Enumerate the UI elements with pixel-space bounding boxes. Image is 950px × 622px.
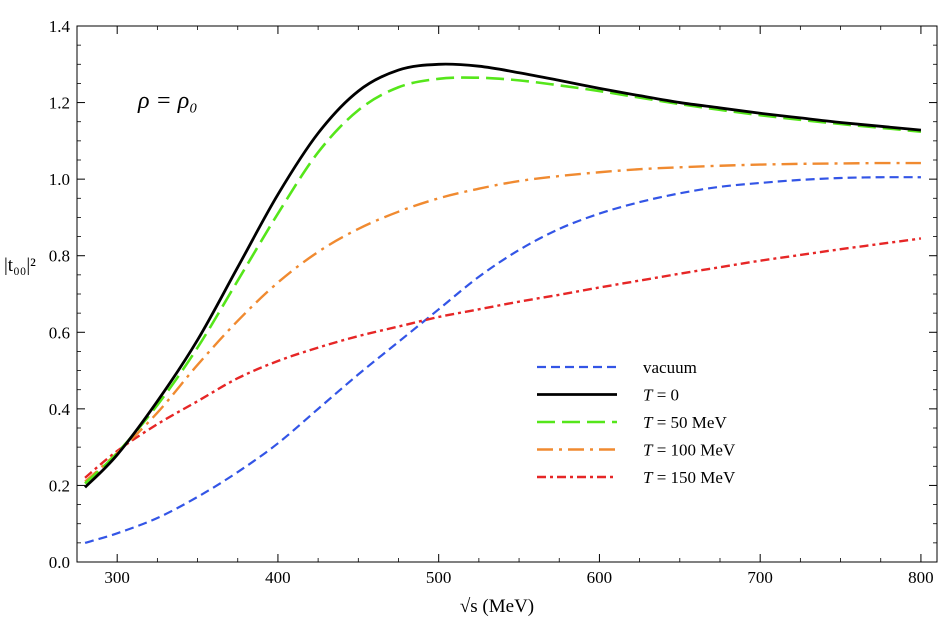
y-tick-label: 1.0 — [49, 170, 70, 189]
x-tick-label: 500 — [426, 568, 452, 587]
y-tick-label: 0.8 — [49, 247, 70, 266]
x-tick-label: 400 — [265, 568, 291, 587]
legend-label-variable: T — [643, 386, 654, 405]
axis-ticks: 300 400 500 600 700 800 0.0 0.2 0.4 0.6 0.8 1.0 1.2 1… — [49, 17, 937, 587]
x-tick-label: 600 — [587, 568, 613, 587]
y-tick-label: 0.4 — [49, 400, 71, 419]
density-annotation: ρ = ρ₀ — [137, 88, 198, 114]
plot-border — [76, 25, 938, 563]
series-lines — [84, 62, 922, 544]
legend-label: T = 100 MeV — [643, 441, 736, 460]
y-tick-label: 1.2 — [49, 94, 70, 113]
legend-label-variable: T — [643, 468, 654, 487]
legend-label: T = 150 MeV — [643, 468, 736, 487]
series-line-t-50-mev — [84, 76, 922, 485]
y-axis-label: |t₀₀|² — [4, 255, 36, 276]
series-line-t-0 — [84, 62, 922, 489]
x-axis-label: √s (MeV) — [460, 596, 534, 617]
series-line-vacuum — [84, 176, 921, 544]
legend-label-value: = 150 MeV — [652, 468, 735, 487]
legend-label: T = 50 MeV — [643, 413, 727, 432]
x-tick-label: 800 — [908, 568, 934, 587]
legend-label-variable: T — [643, 441, 654, 460]
y-tick-label: 0.0 — [49, 553, 70, 572]
legend-label-value: = 0 — [652, 386, 679, 405]
y-tick-label: 1.4 — [49, 17, 71, 36]
legend-label-value: = 50 MeV — [652, 413, 727, 432]
legend-label-variable: T — [643, 413, 654, 432]
plot-frame — [76, 25, 938, 563]
legend-label-value: = 100 MeV — [652, 441, 735, 460]
y-tick-label: 0.2 — [49, 476, 70, 495]
y-tick-label: 0.6 — [49, 323, 70, 342]
legend-label: T = 0 — [643, 386, 679, 405]
series-line-t-150-mev — [84, 237, 922, 479]
legend-label: vacuum — [643, 358, 697, 377]
x-tick-label: 700 — [747, 568, 773, 587]
x-tick-label: 300 — [104, 568, 130, 587]
series-line-t-100-mev — [84, 161, 921, 483]
